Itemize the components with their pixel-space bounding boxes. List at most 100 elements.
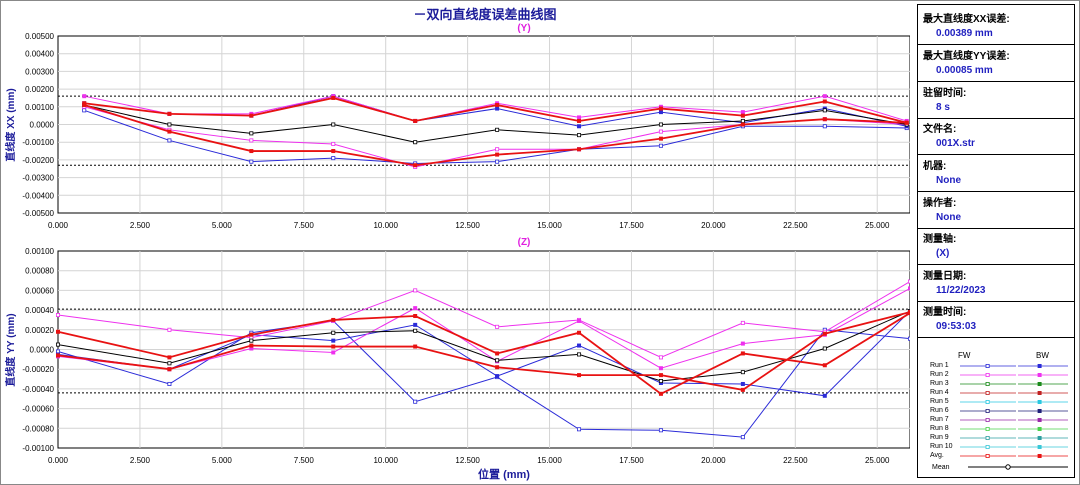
chart-2-y-tick-label: 0.00020 — [25, 326, 54, 335]
chart-1-x-tick-label: 0.000 — [48, 221, 69, 230]
chart-2-x-tick-label: 10.000 — [373, 456, 398, 465]
chart-1-data-point-avg — [822, 117, 827, 122]
chart-2-data-point-run-2-fw — [56, 313, 61, 318]
chart-2-data-point-run-2-bw — [908, 286, 910, 291]
chart-2-data-point-avg — [740, 351, 745, 356]
chart-main-title: －双向直线度误差曲线图 — [413, 7, 557, 22]
separator — [918, 81, 1074, 82]
chart-1-y-tick-label: -0.00400 — [22, 191, 54, 200]
chart-2-x-tick-label: 7.500 — [294, 456, 315, 465]
chart-1-y-tick-label: -0.00500 — [22, 209, 54, 218]
chart-2-data-point-run-1-fw — [577, 427, 582, 432]
chart-1-data-point-run-2-bw — [82, 94, 87, 99]
legend-label-run-6: Run 6 — [930, 407, 949, 414]
chart-2-y-tick-label: -0.00060 — [22, 405, 54, 414]
legend-fw-marker — [985, 418, 990, 423]
legend-label-run-1: Run 1 — [930, 362, 949, 369]
legend-bw-header: BW — [1036, 351, 1049, 360]
chart-1-data-point-mean — [577, 133, 582, 138]
chart-2-data-point-avg — [740, 387, 745, 392]
chart-2-data-point-mean — [167, 361, 172, 366]
chart-2-data-point-run-1-bw — [740, 381, 745, 386]
chart-1-y-tick-label: -0.00200 — [22, 156, 54, 165]
chart-1-x-tick-label: 12.500 — [455, 221, 480, 230]
max-xx-error-label: 最大直线度XX误差: — [923, 14, 1010, 25]
chart-2-data-point-run-2-fw — [908, 279, 910, 284]
chart-1-data-point-avg — [495, 152, 500, 157]
separator — [918, 301, 1074, 302]
legend-bw-marker — [1037, 400, 1042, 405]
chart-2-data-point-avg — [495, 351, 500, 356]
chart-1-data-point-mean — [413, 140, 418, 145]
chart-1-data-point-avg — [658, 106, 663, 111]
chart-1-data-point-avg — [331, 149, 336, 154]
chart-1-data-point-run-1-fw — [167, 138, 172, 143]
legend-label-avg: Avg. — [930, 452, 944, 459]
legend-fw-marker — [985, 436, 990, 441]
filename-value: 001X.str — [936, 138, 975, 149]
machine-value: None — [936, 175, 961, 186]
chart-2-data-point-run-1-fw — [740, 435, 745, 440]
chart-1-x-tick-label: 5.000 — [212, 221, 233, 230]
separator — [918, 44, 1074, 45]
chart-2-data-point-run-2-bw — [658, 366, 663, 371]
filename-label: 文件名: — [923, 124, 957, 135]
legend: FW BW Run 1 Run 2 Run 3 Run 4 Run 5 Run … — [918, 333, 1074, 477]
chart-2-data-point-avg — [822, 331, 827, 336]
max-yy-error-label: 最大直线度YY误差: — [923, 51, 1010, 62]
chart-2-data-point-run-2-fw — [413, 288, 418, 293]
time-label: 测量时间: — [923, 307, 967, 318]
chart-1-data-point-run-2-fw — [249, 138, 254, 143]
chart-2-y-tick-label: -0.00100 — [22, 444, 54, 453]
legend-swatches — [960, 363, 1068, 470]
separator — [918, 154, 1074, 155]
chart-1-data-point-mean — [495, 127, 500, 132]
chart-2-data-point-run-1-bw — [822, 393, 827, 398]
chart-2-data-point-run-2-fw — [740, 320, 745, 325]
chart-2-x-tick-label: 12.500 — [455, 456, 480, 465]
chart-2-data-point-run-2-fw — [167, 327, 172, 332]
chart-1-data-point-avg — [577, 118, 582, 123]
chart-2-y-tick-label: 0.00080 — [25, 267, 54, 276]
time-value: 09:53:03 — [936, 321, 977, 332]
chart-2-y-tick-label: 0.0000 — [30, 346, 55, 355]
legend-fw-marker — [985, 454, 990, 459]
chart-2-data-point-run-2-bw — [577, 318, 582, 323]
legend-label-run-10: Run 10 — [930, 443, 953, 450]
chart-2-x-tick-label: 20.000 — [701, 456, 726, 465]
chart-1-x-tick-label: 7.500 — [294, 221, 315, 230]
legend-label-run-7: Run 7 — [930, 416, 949, 423]
chart-1-data-point-avg — [249, 149, 254, 154]
chart-1-data-point-mean — [249, 131, 254, 136]
legend-fw-marker — [985, 400, 990, 405]
chart-1-data-point-run-2-fw — [495, 147, 500, 152]
chart-2-data-point-mean — [495, 358, 500, 363]
chart-1-data-point-avg — [740, 113, 745, 118]
chart-2-y-axis-label: 直线度 YY (mm) — [4, 313, 17, 386]
chart-2-x-tick-label: 2.500 — [130, 456, 151, 465]
chart-1-y-tick-label: 0.00200 — [25, 85, 54, 94]
chart-1-data-point-run-2-bw — [740, 110, 745, 115]
chart-1-data-point-avg — [167, 111, 172, 116]
chart-2-data-point-run-2-bw — [740, 341, 745, 346]
chart-2-data-point-avg — [822, 363, 827, 368]
legend-fw-marker — [985, 373, 990, 378]
chart-1-data-point-run-1-bw — [495, 106, 500, 111]
legend-bw-marker — [1037, 454, 1042, 459]
chart-1-y-tick-label: -0.00100 — [22, 138, 54, 147]
legend-bw-marker — [1037, 373, 1042, 378]
axis-value: (X) — [936, 248, 950, 259]
chart-2-y-tick-label: 0.00040 — [25, 306, 54, 315]
date-label: 测量日期: — [923, 271, 967, 282]
dwell-time-label: 驻留时间: — [923, 88, 967, 99]
chart-1-data-point-avg — [167, 129, 172, 134]
chart-2-x-tick-label: 15.000 — [537, 456, 562, 465]
separator — [918, 118, 1074, 119]
legend-fw-marker — [985, 382, 990, 387]
chart-1-data-point-mean — [658, 122, 663, 127]
chart-2-data-point-run-1-fw — [658, 428, 663, 433]
chart-1-data-point-run-2-bw — [822, 94, 827, 99]
chart-2-data-point-avg — [658, 373, 663, 378]
chart-1-y-tick-label: 0.0000 — [30, 121, 55, 130]
legend-label-run-9: Run 9 — [930, 434, 949, 441]
